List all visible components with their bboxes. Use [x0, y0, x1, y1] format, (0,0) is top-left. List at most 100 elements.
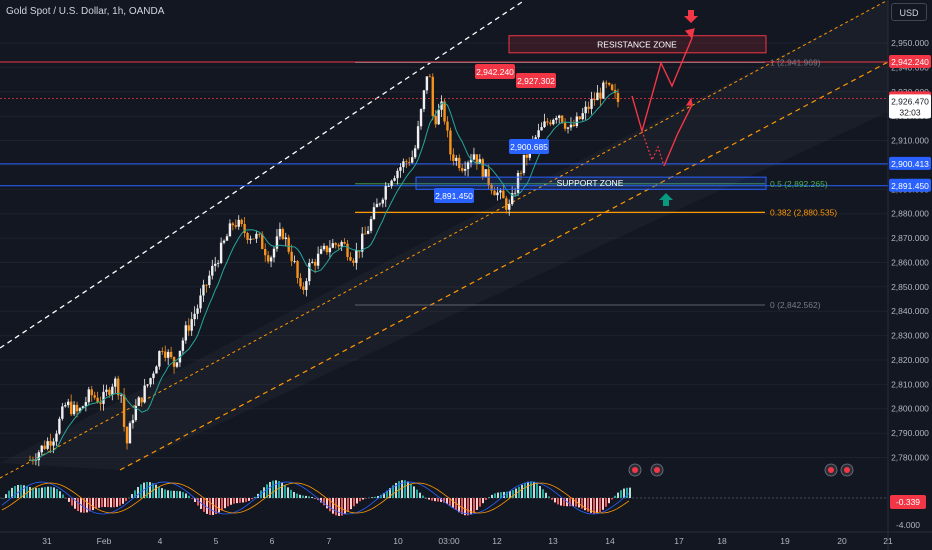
candle-body — [616, 92, 620, 102]
osc-bar — [41, 487, 43, 498]
candle-body — [211, 265, 214, 276]
osc-bar — [59, 491, 61, 498]
osc-bar — [269, 482, 271, 498]
candle-body — [52, 441, 55, 446]
osc-bar — [143, 482, 145, 498]
candle-body — [499, 190, 502, 193]
up-arrow-icon — [659, 193, 673, 206]
osc-bar — [251, 498, 253, 500]
candle-body — [466, 162, 470, 170]
osc-bar — [461, 498, 463, 515]
candle-body — [202, 284, 205, 296]
candle-body — [493, 190, 496, 196]
candle-body — [90, 389, 93, 396]
horizontal-levels: 1 (2,941.969) 0.5 (2,892.265) 0.382 (2,880… — [0, 58, 888, 310]
candle-body — [510, 193, 514, 205]
osc-bar — [479, 498, 481, 507]
osc-bar — [440, 498, 442, 502]
candle-body — [49, 441, 52, 446]
candle-body — [164, 351, 167, 358]
candle-body — [55, 433, 58, 442]
channel-fill — [0, 0, 888, 470]
candle-body — [311, 261, 314, 263]
osc-bar — [206, 498, 208, 514]
osc-bar — [545, 492, 547, 498]
chart-title: Gold Spot / U.S. Dollar, 1h, OANDA — [6, 6, 165, 17]
price-badge-label: 2,900.413 — [891, 159, 929, 169]
candle-body — [319, 249, 323, 254]
candle-body — [334, 243, 337, 245]
candle-body — [587, 106, 590, 109]
fib-label: 0.382 (2,880.535) — [770, 207, 837, 217]
candle-body — [99, 402, 102, 404]
candle-body — [175, 362, 179, 367]
candle-body — [558, 115, 561, 118]
candle-body — [252, 238, 255, 240]
osc-bar — [467, 498, 469, 516]
osc-bar — [557, 498, 559, 505]
candle-body — [122, 394, 126, 427]
candle-body — [166, 351, 170, 358]
candle-body — [413, 148, 417, 158]
time-axis[interactable]: 31 Feb 4 5 6 7 10 03:00 12 13 14 17 18 19 20 21 — [0, 531, 932, 546]
osc-bar — [371, 497, 373, 498]
currency-button[interactable]: USD — [891, 3, 927, 21]
osc-bar — [509, 491, 511, 498]
osc-bar — [521, 484, 523, 498]
osc-bar — [191, 498, 193, 499]
candle-body — [355, 250, 358, 263]
price-tick: 2,800.000 — [891, 404, 929, 414]
price-badge — [889, 54, 931, 68]
support-zone-label: SUPPORT ZONE — [557, 178, 624, 188]
price-axis[interactable]: 2,780.000 2,790.000 2,800.000 2,810.000 2,82… — [887, 0, 931, 550]
osc-bar — [620, 490, 622, 498]
candle-body — [555, 117, 558, 120]
price-badge-label: 2,942.240 — [891, 57, 929, 67]
osc-bar — [125, 498, 127, 502]
osc-bar — [11, 487, 13, 498]
candle-body — [381, 199, 384, 204]
candle-body — [566, 127, 570, 129]
candle-body — [146, 384, 149, 386]
osc-bar — [575, 498, 577, 507]
candle-body — [237, 219, 240, 227]
osc-bar — [182, 492, 184, 498]
osc-bar — [593, 498, 595, 514]
candle-body — [199, 295, 202, 309]
osc-bar — [395, 482, 397, 498]
candle-body — [581, 113, 584, 120]
candle-body — [190, 319, 193, 331]
osc-bar — [368, 497, 370, 499]
osc-bar — [131, 494, 133, 498]
fib-label: 0.5 (2,892.265) — [770, 179, 828, 189]
candle-body — [40, 445, 43, 453]
event-dot-icon — [844, 467, 850, 473]
osc-bar — [287, 487, 289, 498]
osc-bar — [23, 485, 25, 498]
candle-body — [102, 391, 105, 404]
candle-body — [569, 124, 573, 128]
candle-body — [508, 204, 511, 210]
candle-body — [187, 325, 190, 331]
candle-body — [117, 378, 120, 396]
candle-body — [313, 261, 317, 266]
candle-body — [196, 308, 199, 314]
candle-body — [119, 394, 123, 396]
candle-body — [340, 242, 343, 247]
osc-bar — [38, 488, 40, 498]
osc-bar — [533, 481, 535, 498]
candle-body — [305, 281, 308, 290]
candle-body — [337, 244, 340, 247]
callout-box — [509, 139, 549, 154]
callout-box — [475, 64, 515, 79]
osc-bar — [611, 498, 613, 500]
osc-bar — [365, 498, 367, 499]
osc-bar — [233, 498, 235, 504]
osc-bar — [356, 498, 358, 504]
osc-bar — [326, 498, 328, 509]
price-tick: 2,870.000 — [891, 233, 929, 243]
osc-bar — [497, 492, 499, 498]
time-tick: 20 — [837, 536, 847, 546]
osc-bar — [236, 498, 238, 504]
